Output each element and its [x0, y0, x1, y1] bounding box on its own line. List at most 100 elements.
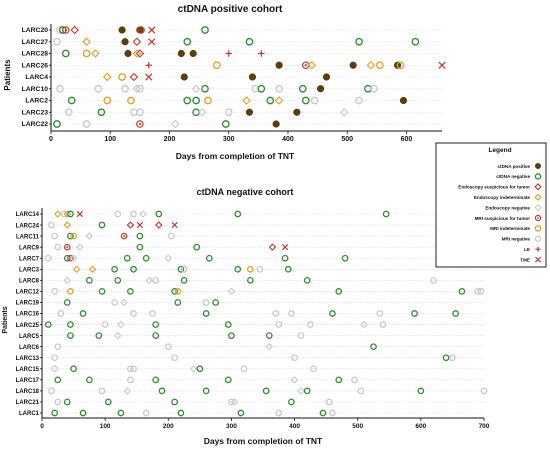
event-marker-mri-negative [329, 409, 336, 417]
event-marker-tme [148, 26, 156, 34]
event-marker-ctdna-negative [183, 96, 192, 105]
event-marker-mri-negative [272, 310, 279, 317]
event-marker-ctdna-negative [237, 409, 245, 417]
event-marker-mri-negative [149, 310, 156, 317]
event-marker-mri-negative [370, 84, 378, 93]
event-marker-mri-negative [379, 321, 387, 328]
event-marker-ctdna-negative [54, 376, 62, 384]
event-marker-endo-indeterminate [102, 72, 112, 82]
x-tick-label: 400 [282, 136, 294, 143]
event-marker-mri-negative [136, 108, 144, 117]
event-marker-ctdna-negative [44, 321, 52, 328]
event-marker-endo-suspicious [70, 25, 79, 35]
event-marker-endo-negative [139, 210, 147, 218]
event-marker-mri-negative [51, 365, 58, 373]
event-marker-tme [76, 210, 84, 218]
patient-label: LARC18 [16, 389, 40, 395]
patient-label: LARC10 [22, 86, 49, 93]
event-marker-ctdna-negative [212, 299, 219, 306]
patient-label: LARC20 [22, 27, 49, 34]
event-marker-ctdna-positive [118, 26, 126, 34]
event-marker-ctdna-negative [98, 221, 106, 229]
event-marker-ctdna-negative [458, 288, 466, 295]
event-marker-mri-negative [288, 310, 295, 317]
event-marker-mri-indeterminate [396, 61, 405, 70]
event-marker-ctdna-positive [189, 49, 197, 58]
x-tick-label: 700 [479, 423, 490, 430]
event-marker-mri-negative [56, 84, 64, 93]
event-marker-endo-suspicious [268, 243, 277, 251]
patient-label: LARC11 [16, 234, 40, 240]
event-marker-mri-negative [101, 321, 109, 328]
event-marker-endo-negative [117, 320, 125, 329]
event-marker-ctdna-negative [355, 37, 363, 46]
event-marker-ctdna-negative [193, 243, 201, 251]
event-marker-tme [281, 244, 289, 251]
event-marker-ctdna-negative [370, 343, 377, 351]
x-tick-label: 600 [415, 423, 426, 430]
event-marker-mri-negative [136, 84, 144, 93]
event-marker-mri-negative [357, 387, 365, 395]
event-marker-ctdna-positive [272, 120, 280, 128]
event-marker-ctdna-negative [265, 332, 273, 339]
event-marker-ctdna-negative [95, 332, 103, 339]
event-marker-ctdna-negative [136, 243, 144, 251]
event-marker-mri-negative [325, 398, 333, 406]
legend-symbol-endo-suspicious [534, 183, 542, 191]
event-marker-ctdna-negative [114, 276, 122, 284]
event-marker-ctdna-positive [275, 61, 283, 69]
event-marker-ctdna-negative [97, 108, 106, 117]
event-marker-ctdna-negative [335, 288, 343, 295]
event-marker-ctdna-negative [152, 332, 160, 339]
event-marker-endo-negative [132, 84, 142, 94]
event-marker-mri-negative [64, 108, 73, 117]
event-marker-ctdna-negative [228, 332, 235, 339]
patient-label: LARC22 [22, 121, 49, 128]
event-marker-ctdna-negative [245, 37, 254, 46]
event-marker-le [258, 50, 265, 57]
x-tick-label: 500 [341, 136, 353, 143]
event-marker-endo-negative [191, 84, 201, 94]
event-marker-ctdna-positive [293, 108, 301, 116]
patient-label: LARC2 [25, 98, 48, 105]
legend-symbol-ctdna-negative [534, 173, 542, 180]
event-marker-ctdna-negative [177, 409, 185, 417]
event-marker-mri-negative [310, 365, 317, 373]
legend-symbol-ctdna-positive [535, 162, 542, 169]
event-marker-ctdna-negative [177, 265, 185, 273]
patient-label: LARC16 [16, 312, 40, 318]
event-marker-ctdna-positive [349, 61, 357, 69]
event-marker-ctdna-negative [262, 387, 270, 395]
legend-symbol-mri-suspicious [534, 214, 542, 222]
event-marker-ctdna-positive [180, 73, 188, 81]
patient-label: LARC8 [19, 279, 40, 285]
event-marker-ctdna-positive [124, 49, 132, 58]
legend-label: LE [524, 247, 530, 252]
patient-label: LARC7 [19, 256, 40, 262]
event-marker-ctdna-negative [201, 26, 209, 34]
legend: Legend ctDNA positive ctDNA negative Endos… [435, 142, 547, 268]
event-marker-mri-suspicious [120, 232, 128, 240]
event-marker-endo-negative [120, 298, 128, 307]
event-marker-mri-negative [121, 84, 129, 93]
event-marker-ctdna-positive [121, 38, 129, 46]
legend-symbol-endo-negative [534, 203, 542, 212]
event-marker-mri-negative [114, 210, 122, 218]
legend-label: ctDNA negative [496, 174, 530, 179]
event-marker-endo-indeterminate [307, 60, 316, 70]
event-marker-mri-suspicious [63, 243, 71, 251]
event-marker-endo-indeterminate [72, 265, 81, 274]
event-marker-mri-negative [54, 243, 62, 251]
legend-label: MRI indeterminate [490, 226, 530, 231]
event-marker-ctdna-negative [63, 398, 71, 406]
event-marker-tme [136, 221, 143, 229]
event-marker-mri-negative [256, 265, 264, 273]
event-marker-ctdna-negative [98, 288, 106, 295]
event-marker-ctdna-negative [202, 310, 210, 317]
event-marker-ctdna-negative [301, 96, 310, 105]
event-marker-ctdna-negative [67, 232, 74, 240]
event-marker-ctdna-negative [341, 254, 349, 262]
event-marker-ctdna-negative [192, 96, 200, 105]
event-marker-mri-negative [240, 365, 248, 373]
